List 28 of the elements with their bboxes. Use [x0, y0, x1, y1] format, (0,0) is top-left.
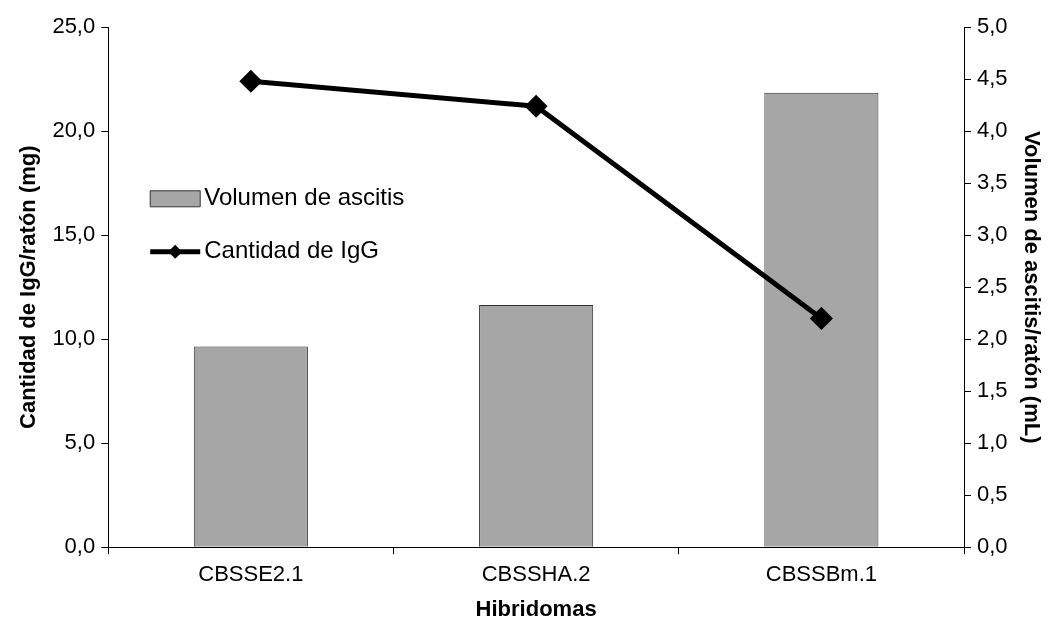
legend-label: Volumen de ascitis	[204, 183, 405, 211]
x-axis-title: Hibridomas	[475, 595, 597, 621]
y-tick-label: 20,0	[52, 117, 96, 143]
y-tick-label: 25,0	[52, 13, 96, 39]
y-tick-label: 5,0	[64, 429, 96, 455]
x-tick-label: CBSSE2.1	[198, 561, 304, 587]
y-tick-label: 15,0	[52, 221, 96, 247]
y2-tick-label: 0,0	[977, 533, 1008, 559]
y2-tick-label: 4,0	[977, 117, 1008, 143]
y2-tick-label: 1,0	[977, 429, 1008, 455]
y2-tick-label: 1,5	[977, 377, 1008, 403]
y2-tick-label: 3,0	[977, 221, 1008, 247]
y-tick-label: 10,0	[52, 325, 96, 351]
y2-axis-title: Volumen de ascitis/ratón (mL)	[1019, 130, 1045, 444]
y2-tick-label: 0,5	[977, 481, 1008, 507]
x-tick-label: CBSSBm.1	[765, 561, 878, 587]
y2-tick-label: 5,0	[977, 13, 1008, 39]
legend-label: Cantidad de IgG	[204, 236, 380, 264]
y2-tick-label: 2,0	[977, 325, 1008, 351]
point	[240, 70, 262, 92]
point	[810, 307, 832, 329]
y2-tick-label: 2,5	[977, 273, 1008, 299]
y-axis-title: Cantidad de IgG/ratón (mg)	[15, 145, 41, 429]
y2-tick-label: 3,5	[977, 169, 1008, 195]
point	[525, 95, 547, 117]
y2-tick-label: 4,5	[977, 65, 1008, 91]
y-tick-label: 0,0	[64, 533, 96, 559]
x-tick-label: CBSSHA.2	[481, 561, 591, 587]
